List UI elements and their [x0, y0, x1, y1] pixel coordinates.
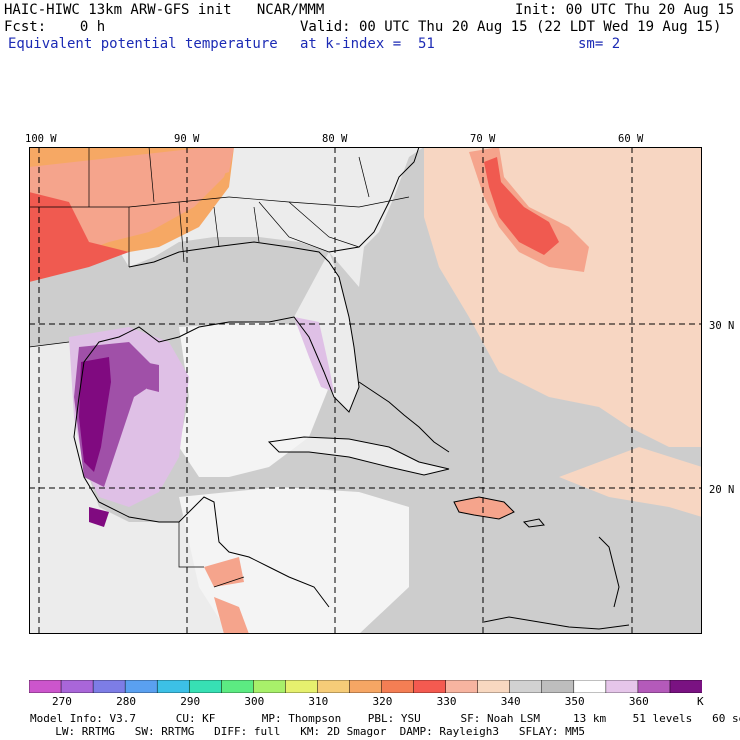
valid-time: Valid: 00 UTC Thu 20 Aug 15 (22 LDT Wed … — [300, 19, 722, 35]
colorbar-tick-label: 290 — [180, 695, 201, 708]
colorbar-swatch — [60, 680, 94, 693]
colorbar-tick-label: 270 — [52, 695, 72, 708]
lon-label-70w: 70 W — [470, 133, 496, 145]
lat-label-20n: 20 N — [709, 484, 735, 496]
gulf-white-region — [179, 322, 329, 477]
lon-label-60w: 60 W — [618, 133, 644, 145]
colorbar-swatch — [381, 680, 415, 693]
lat-label-30n: 30 N — [709, 320, 735, 332]
mexico-land — [29, 342, 349, 634]
colorbar-swatch — [669, 680, 702, 693]
smoothing-info: sm= 2 — [578, 36, 621, 52]
colorbar-swatch — [509, 680, 543, 693]
lat-lon-grid — [29, 147, 702, 634]
colorbar-tick-label: 360 — [628, 695, 649, 708]
colorbar-tick-label: 300 — [244, 695, 265, 708]
colorbar-swatch — [317, 680, 351, 693]
colorbar-swatch — [477, 680, 511, 693]
lon-label-80w: 80 W — [322, 133, 348, 145]
atlantic-red-region — [484, 157, 559, 255]
lon-label-90w: 90 W — [174, 133, 200, 145]
init-time: Init: 00 UTC Thu 20 Aug 15 — [515, 2, 735, 18]
colorbar-tick-label: 310 — [308, 695, 329, 708]
colorbar-swatch — [221, 680, 255, 693]
continental-salmon-north — [209, 147, 234, 177]
forecast-hour: Fcst: 0 h — [4, 19, 106, 35]
colorbar-unit: K — [697, 695, 704, 708]
caribbean-white-region — [179, 487, 409, 634]
colorbar-tick-label: 320 — [372, 695, 393, 708]
colorbar-swatch — [349, 680, 383, 693]
colorbar — [29, 680, 702, 693]
level-info: at k-index = 51 — [300, 36, 435, 52]
colorbar-tick-label: 350 — [564, 695, 585, 708]
continental-red-region — [29, 192, 129, 282]
gulf-purple-blob — [144, 362, 159, 392]
state-borders — [29, 147, 410, 588]
colorbar-swatch — [29, 680, 62, 693]
mexico-dark-purple-spots — [89, 507, 109, 527]
model-info-line2: LW: RRTMG SW: RRTMG DIFF: full KM: 2D Sm… — [42, 725, 586, 738]
field-name: Equivalent potential temperature — [8, 36, 278, 52]
colorbar-swatch — [541, 680, 575, 693]
lon-label-100w: 100 W — [25, 133, 57, 145]
colorbar-tick-label: 280 — [116, 695, 137, 708]
gulf-dark-purple-region — [79, 357, 111, 472]
map-panel — [29, 147, 702, 634]
colorbar-swatch — [413, 680, 447, 693]
colorbar-swatch — [188, 680, 223, 693]
model-title: HAIC-HIWC 13km ARW-GFS init NCAR/MMM — [4, 2, 325, 18]
colorbar-swatch — [253, 680, 287, 693]
colorbar-swatch — [285, 680, 319, 693]
colorbar-swatch — [124, 680, 158, 693]
map-frame — [29, 147, 702, 634]
colorbar-swatch — [637, 680, 671, 693]
colorbar-swatch — [605, 680, 639, 693]
colorbar-tick-label: 340 — [500, 695, 521, 708]
centralamerica-salmon-region — [204, 557, 244, 587]
centralamerica-salmon-south — [214, 597, 249, 634]
cuba-land — [269, 437, 449, 475]
colorbar-swatch — [92, 680, 126, 693]
colorbar-tick-label: 330 — [436, 695, 457, 708]
colorbar-swatch — [445, 680, 479, 693]
model-info-line1: Model Info: V3.7 CU: KF MP: Thompson PBL… — [30, 712, 740, 725]
colorbar-swatch — [573, 680, 607, 693]
atlantic-peach-south — [559, 447, 702, 517]
colorbar-swatch — [156, 680, 190, 693]
